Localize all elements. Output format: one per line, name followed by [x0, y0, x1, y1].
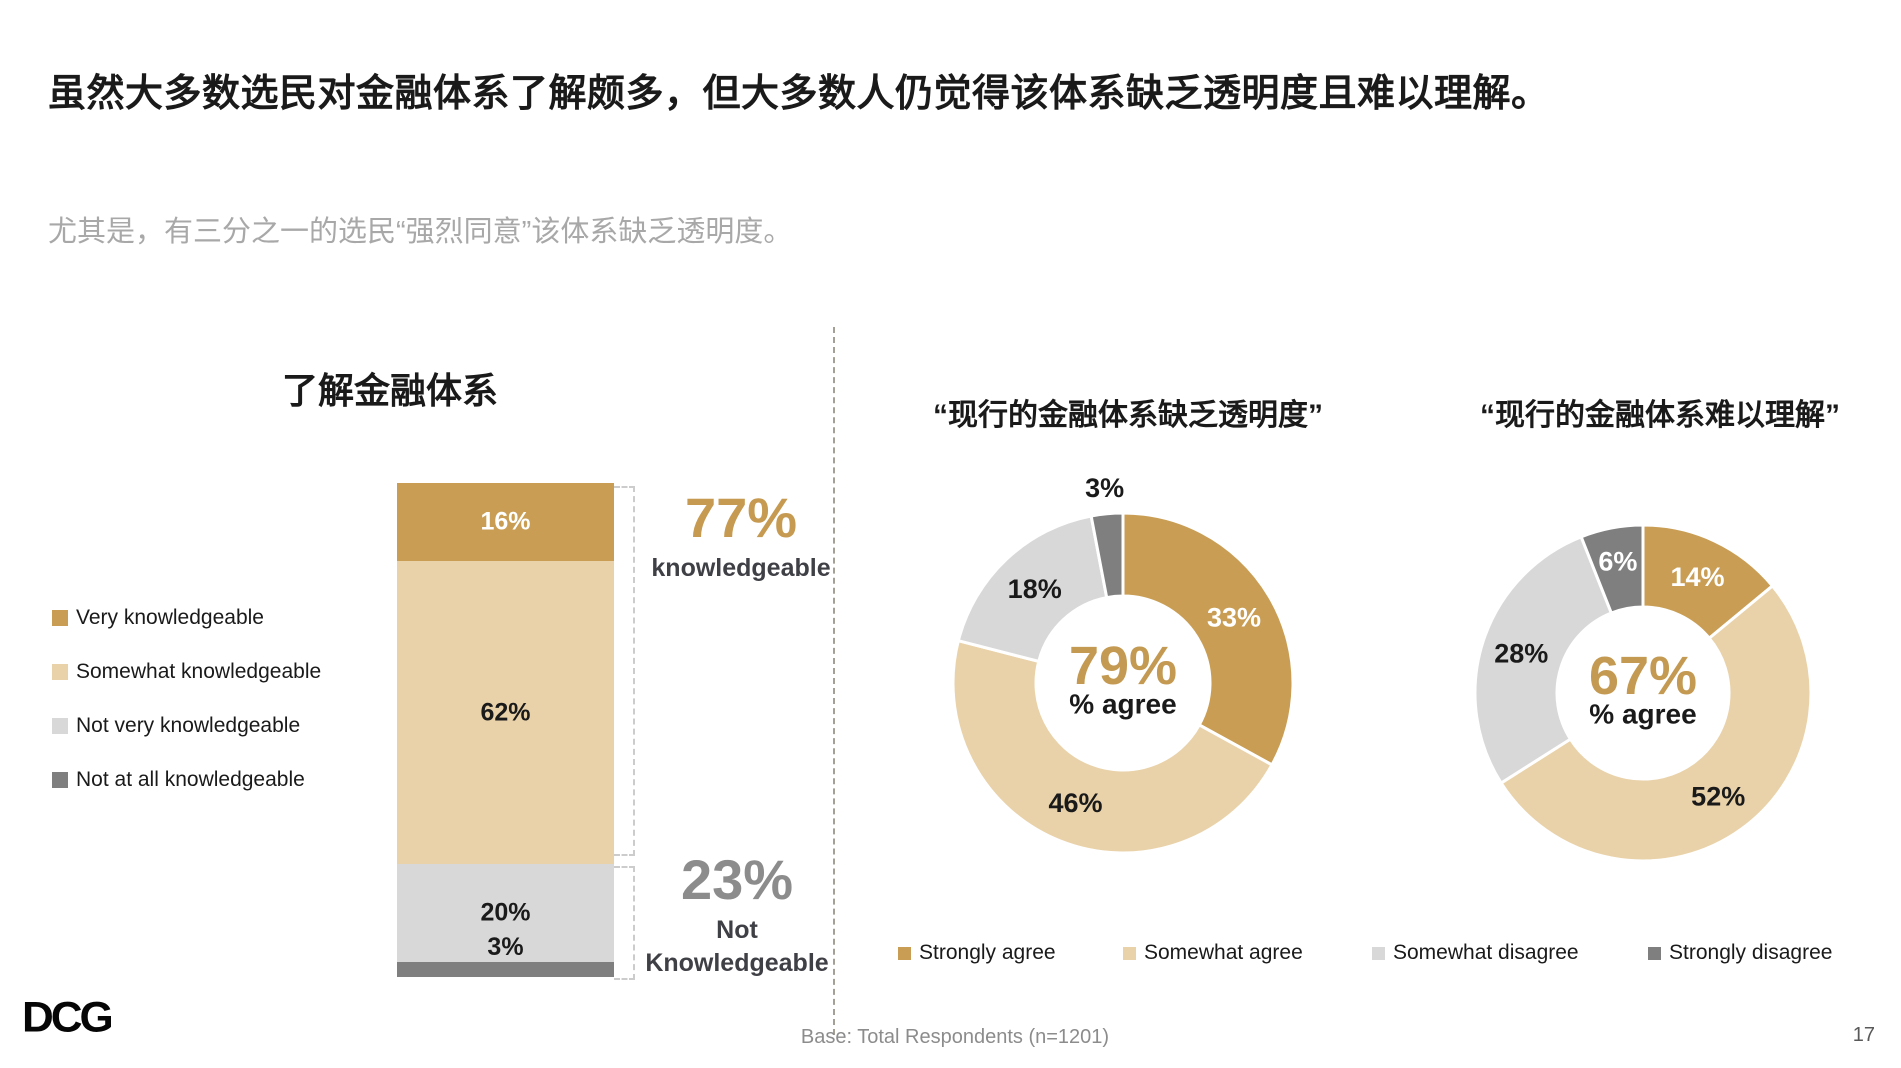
donut1-title: “现行的金融体系缺乏透明度” [933, 399, 1323, 432]
legend-label: Strongly disagree [1669, 941, 1833, 964]
donut-slice [1499, 583, 1813, 863]
legend-item: Not very knowledgeable [52, 714, 321, 738]
legend-swatch [1372, 946, 1385, 960]
donut1-slices: 33% 46% 18% 3% [951, 473, 1295, 855]
legend-item: Not at all knowledgeable [52, 768, 321, 792]
legend-label: Not very knowledgeable [76, 714, 301, 737]
bar-segment: 16% [397, 483, 614, 562]
bar-segment-label: 16% [480, 507, 531, 536]
bar-segment: 62% [397, 561, 614, 865]
annotation-value: 77% [684, 486, 798, 549]
donut-slice-label: 6% [1598, 546, 1637, 576]
donut-slice-label: 28% [1494, 638, 1548, 668]
donut2-title: “现行的金融体系难以理解” [1480, 399, 1840, 432]
stacked-bar: 16% 62% 20% 3% [397, 483, 614, 977]
bar-segment-label: 62% [480, 698, 531, 727]
donut-slice [951, 638, 1275, 855]
annotation-not-knowledgeable: 23% Not Knowledgeable [632, 852, 842, 979]
donut-slice-label: 52% [1691, 782, 1745, 812]
legend-swatch [52, 664, 68, 680]
donut-slice [1473, 534, 1614, 786]
legend-swatch [898, 946, 911, 960]
donut2-chart: 14% 52% 28% 6% 67% % agree [1473, 523, 1813, 863]
section-divider [833, 327, 835, 1035]
bar-chart-legend: Very knowledgeable Somewhat knowledgeable… [52, 606, 321, 822]
legend-label: Very knowledgeable [76, 606, 264, 629]
legend-label: Somewhat knowledgeable [76, 660, 322, 683]
bracket-not-knowledgeable [614, 866, 635, 980]
legend-swatch [1648, 946, 1661, 960]
donut1-center-label: % agree [1069, 689, 1176, 720]
agreement-legend: Strongly agree Somewhat agree Somewhat dis… [0, 941, 1901, 971]
slide-subtitle: 尤其是，有三分之一的选民“强烈同意”该体系缺乏透明度。 [48, 216, 793, 248]
bar-segment: 20% [397, 864, 614, 963]
legend-label: Not at all knowledgeable [76, 768, 305, 791]
base-note: Base: Total Respondents (n=1201) [800, 1026, 1110, 1048]
donut-slice-label: 14% [1670, 562, 1724, 592]
donut-slice [1579, 523, 1645, 615]
donut-slice-label: 3% [1085, 473, 1124, 503]
bar-chart-title: 了解金融体系 [281, 370, 498, 411]
annotation-value: 23% [680, 848, 794, 911]
legend-swatch [52, 610, 68, 626]
donut2-slices: 14% 52% 28% 6% [1473, 523, 1813, 863]
annotation-label: Not Knowledgeable [645, 916, 829, 977]
donut-slice [956, 514, 1109, 664]
legend-item: Strongly disagree [1648, 941, 1832, 965]
donut-slice-label: 33% [1207, 602, 1261, 632]
legend-item: Somewhat knowledgeable [52, 660, 321, 684]
dcg-logo: DCG [22, 994, 114, 1042]
donut1-center-value: 79% [1069, 636, 1177, 696]
donut-slice [1121, 511, 1295, 767]
legend-swatch [52, 772, 68, 788]
legend-item: Somewhat disagree [1372, 941, 1579, 965]
annotation-label: knowledgeable [651, 554, 831, 582]
page-number: 17 [1852, 1024, 1875, 1046]
legend-item: Very knowledgeable [52, 606, 321, 630]
bar-segment-label: 3% [487, 933, 524, 962]
legend-label: Somewhat agree [1144, 941, 1303, 964]
slide-title: 虽然大多数选民对金融体系了解颇多，但大多数人仍觉得该体系缺乏透明度且难以理解。 [48, 73, 1550, 115]
legend-swatch [52, 718, 68, 734]
donut2-center-value: 67% [1589, 646, 1697, 706]
annotation-knowledgeable: 77% knowledgeable [636, 490, 846, 585]
legend-label: Strongly agree [919, 941, 1056, 964]
donut-slice-label: 46% [1048, 788, 1102, 818]
bar-segment: 3% [397, 935, 614, 977]
legend-item: Somewhat agree [1123, 941, 1303, 965]
bracket-knowledgeable [614, 486, 635, 856]
legend-swatch [1123, 946, 1136, 960]
legend-label: Somewhat disagree [1393, 941, 1579, 964]
legend-item: Strongly agree [898, 941, 1056, 965]
bar-segment-label: 20% [480, 898, 531, 927]
donut-slice-label: 18% [1008, 574, 1062, 604]
donut-slice [1089, 511, 1125, 600]
donut1-chart: 33% 46% 18% 3% 79% % agree [951, 473, 1295, 855]
donut2-center-label: % agree [1589, 699, 1696, 730]
